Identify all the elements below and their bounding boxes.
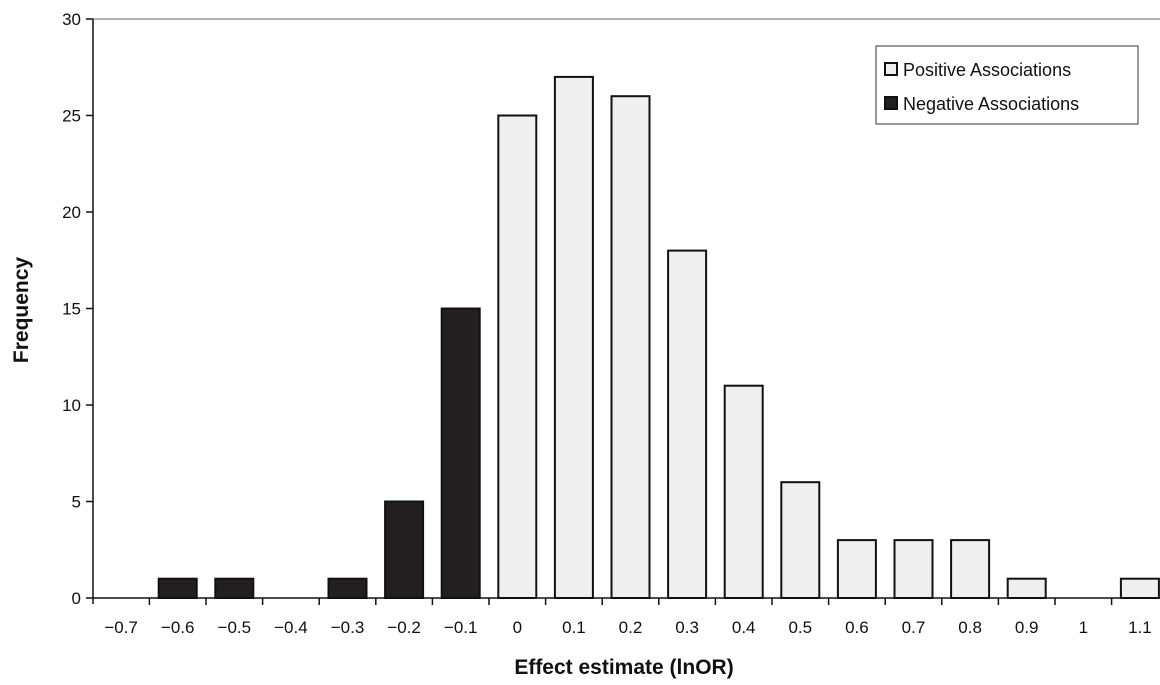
x-tick-label: 0.2	[619, 618, 643, 637]
x-tick-label: −0.2	[387, 618, 421, 637]
y-axis-title: Frequency	[10, 257, 33, 364]
x-tick-labels: −0.7 −0.6 −0.5 −0.4 −0.3 −0.2 −0.1 0 0.1 0.2 0.3 0.…	[104, 618, 1151, 637]
y-tick-label: 30	[62, 10, 81, 29]
bar-negative	[214, 577, 255, 600]
bar-positive	[780, 481, 821, 600]
bar-negative	[157, 577, 198, 600]
x-tick-label: 0.1	[562, 618, 586, 637]
bar-negative	[440, 307, 481, 599]
y-tick-label: 15	[62, 300, 81, 319]
x-axis-title: Effect estimate (lnOR)	[514, 656, 733, 679]
bar-positive	[950, 539, 991, 599]
y-tick-labels: 0 5 10 15 20 25 30	[62, 10, 81, 608]
bar-negative	[384, 500, 425, 599]
bar-negative	[327, 577, 368, 600]
x-tick-label: −0.5	[218, 618, 252, 637]
x-tick-label: 1.1	[1128, 618, 1152, 637]
x-tick-label: 0.4	[732, 618, 756, 637]
legend-box	[875, 45, 1139, 125]
bar-positive	[1119, 577, 1160, 600]
legend-swatch-negative	[884, 96, 898, 110]
x-tick-label: 0.7	[902, 618, 926, 637]
x-tick-label: −0.6	[161, 618, 195, 637]
y-tick-label: 5	[72, 493, 81, 512]
legend-label-positive: Positive Associations	[903, 60, 1071, 80]
x-tick-label: 0.9	[1015, 618, 1039, 637]
bar-positive	[667, 249, 708, 599]
legend-label-negative: Negative Associations	[903, 94, 1079, 114]
x-tick-label: 0.6	[845, 618, 869, 637]
bar-positive	[1006, 577, 1047, 600]
y-tick-label: 20	[62, 203, 81, 222]
x-tick-label: 1	[1079, 618, 1088, 637]
bar-positive	[610, 95, 651, 599]
bar-positive	[836, 539, 877, 599]
y-tick-label: 0	[72, 589, 81, 608]
legend: Positive Associations Negative Associati…	[875, 45, 1139, 125]
bars	[157, 75, 1160, 600]
x-tick-label: 0	[513, 618, 522, 637]
bar-positive	[497, 114, 538, 599]
x-tick-label: 0.8	[958, 618, 982, 637]
bar-positive	[553, 75, 594, 599]
x-tick-label: −0.4	[274, 618, 308, 637]
x-tick-label: −0.7	[104, 618, 138, 637]
x-tick-label: −0.3	[331, 618, 365, 637]
bar-positive	[723, 384, 764, 600]
y-tick-label: 25	[62, 107, 81, 126]
legend-swatch-positive	[884, 62, 898, 76]
x-tick-label: 0.5	[788, 618, 812, 637]
x-tick-label: −0.1	[444, 618, 478, 637]
bar-positive	[893, 539, 934, 599]
y-tick-label: 10	[62, 396, 81, 415]
x-tick-label: 0.3	[675, 618, 699, 637]
